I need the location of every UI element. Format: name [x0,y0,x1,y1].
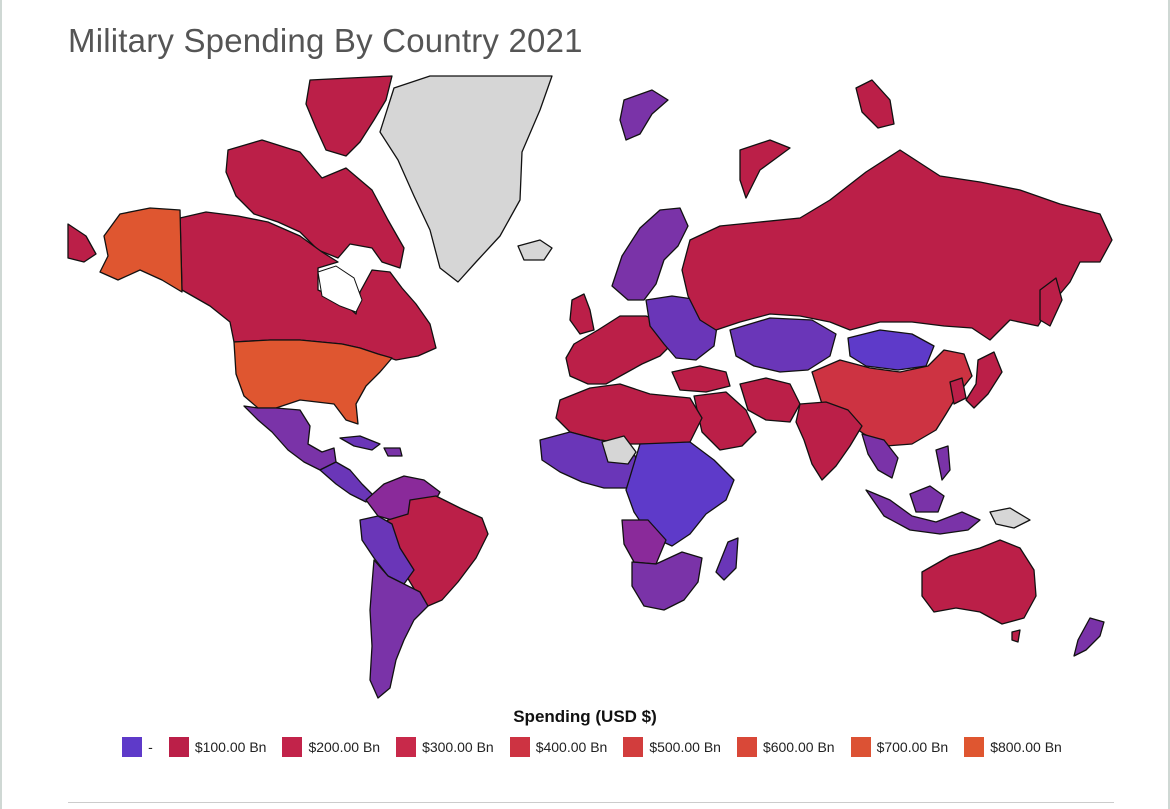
region-borneo[interactable] [909,485,945,513]
bottom-divider [68,802,1114,803]
legend-item-600bn[interactable]: $600.00 Bn [736,736,835,758]
frame-edge-left [0,0,2,809]
legend-item-100bn[interactable]: $100.00 Bn [168,736,267,758]
legend-item-300bn[interactable]: $300.00 Bn [396,736,494,758]
region-hispaniola[interactable] [383,447,403,457]
legend-label: $800.00 Bn [990,739,1062,755]
legend-label: $100.00 Bn [194,739,267,755]
region-philippines[interactable] [935,445,951,481]
map-title: Military Spending By Country 2021 [68,22,583,59]
legend-swatch [964,737,985,757]
legend-item-400bn[interactable]: $400.00 Bn [509,736,608,758]
region-severnaya-zemlya[interactable] [855,79,895,129]
region-turkey[interactable] [671,365,731,393]
legend-swatch [396,737,417,757]
region-japan[interactable] [965,351,1003,409]
legend-label: $400.00 Bn [535,739,608,755]
legend-label: $200.00 Bn [308,739,381,755]
legend-item-none[interactable]: - [122,736,153,758]
region-peru-bolivia[interactable] [359,515,415,585]
legend-swatch [509,737,530,757]
region-iceland[interactable] [517,239,553,261]
legend-swatch [623,737,644,757]
region-uk[interactable] [569,293,595,335]
legend-label: $300.00 Bn [422,739,494,755]
region-alaska[interactable] [99,207,183,293]
legend-swatch [122,737,143,757]
region-novaya-zemlya[interactable] [739,139,791,199]
legend-item-500bn[interactable]: $500.00 Bn [623,736,721,758]
frame-edge-right [1168,0,1170,809]
region-mongolia[interactable] [847,329,935,371]
region-southeast-asia[interactable] [861,433,899,479]
region-central-america[interactable] [319,461,375,503]
legend: - $100.00 Bn $200.00 Bn $300.00 Bn $400.… [112,736,1072,758]
world-map [67,75,1113,699]
region-canada-arctic-islands[interactable] [225,139,405,269]
region-ellesmere-island[interactable] [305,75,393,157]
region-korea[interactable] [949,377,967,405]
region-kazakhstan[interactable] [729,317,837,373]
legend-title: Spending (USD $) [513,707,657,726]
region-argentina-chile[interactable] [369,559,429,699]
region-india[interactable] [795,401,863,481]
legend-swatch [736,737,757,757]
region-russia-east-tip[interactable] [67,223,97,263]
legend-item-800bn[interactable]: $800.00 Bn [964,736,1062,758]
legend-item-700bn[interactable]: $700.00 Bn [850,736,949,758]
region-cuba[interactable] [339,435,381,451]
region-greenland[interactable] [379,75,553,283]
region-southern-africa[interactable] [631,551,703,611]
legend-label: $500.00 Bn [649,739,721,755]
region-new-guinea[interactable] [989,507,1031,529]
region-svalbard[interactable] [619,89,669,141]
region-saudi-arabia[interactable] [693,391,757,451]
legend-swatch [850,737,871,757]
region-madagascar[interactable] [715,537,739,581]
legend-label: - [148,739,153,755]
legend-swatch [168,737,189,757]
legend-label: $700.00 Bn [876,739,949,755]
region-new-zealand[interactable] [1073,617,1105,657]
legend-item-200bn[interactable]: $200.00 Bn [282,736,380,758]
region-tasmania[interactable] [1011,629,1021,643]
region-mexico[interactable] [243,405,337,471]
region-scandinavia[interactable] [611,207,689,301]
region-australia[interactable] [921,539,1037,625]
legend-label: $600.00 Bn [762,739,835,755]
hudson-bay [317,265,363,313]
legend-swatch [282,737,303,757]
region-sakhalin[interactable] [1039,277,1063,327]
region-iran[interactable] [739,377,801,423]
region-chad-niger[interactable] [601,435,637,465]
region-indonesia[interactable] [865,489,981,535]
region-western-europe[interactable] [565,315,677,385]
region-east-africa[interactable] [625,441,735,547]
